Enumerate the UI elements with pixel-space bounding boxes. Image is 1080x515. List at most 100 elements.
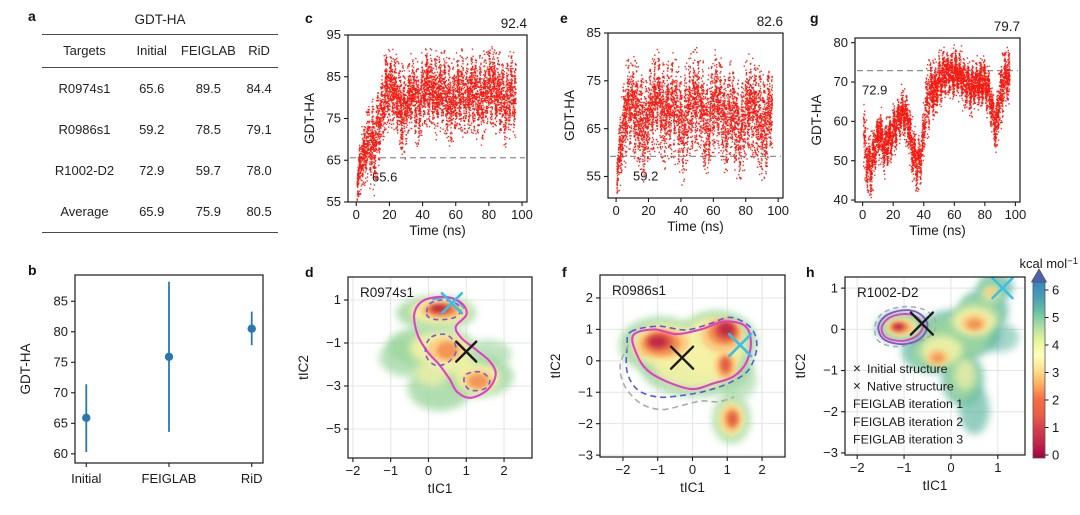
y-tick-label: −1 bbox=[823, 363, 838, 378]
panel-letter-e: e bbox=[560, 10, 568, 26]
col-header-targets: Targets bbox=[42, 35, 127, 68]
table-header-row: Targets Initial FEIGLAB RiD bbox=[42, 35, 278, 68]
iteration-contour bbox=[463, 370, 491, 392]
legend-marker: × bbox=[853, 361, 861, 376]
cell-target: R0986s1 bbox=[58, 122, 111, 137]
colorbar-tick-label: 4 bbox=[1052, 338, 1059, 353]
max-gdtha-annotation: 92.4 bbox=[501, 16, 528, 31]
colorbar-unit-label: kcal mol−1 bbox=[1019, 256, 1078, 271]
col-header-rid: RiD bbox=[240, 35, 278, 68]
density-blob bbox=[721, 357, 730, 372]
iteration-contour bbox=[631, 320, 752, 391]
y-tick-label: −1 bbox=[578, 384, 593, 399]
legend-entry: FEIGLAB iteration 3 bbox=[853, 432, 963, 446]
panel-h-free-energy-landscape: 1 0 −1 −2 −3 −2 −1 0 1 tIC1 tIC2 R1002-D2 × Initial s… bbox=[793, 276, 1026, 493]
y-tick-label: 1 bbox=[334, 292, 341, 307]
mean-marker bbox=[247, 324, 256, 333]
y-axis-label: GDT-HA bbox=[562, 90, 577, 141]
target-label: R0986s1 bbox=[612, 283, 666, 298]
panel-b-errorbar-plot: 60 65 70 75 80 85 Initial FEIGLAB RiD GDT-HA bbox=[18, 274, 264, 486]
cell-value: 84.4 bbox=[246, 81, 272, 96]
colorbar-over-arrow bbox=[1030, 268, 1048, 283]
x-tick-label: 40 bbox=[674, 203, 688, 218]
x-tick-label: 0 bbox=[353, 207, 360, 222]
x-axis-label: tIC1 bbox=[923, 478, 948, 493]
cell-value: 89.5 bbox=[195, 81, 222, 96]
panel-d-free-energy-landscape: 1 −1 −3 −5 −2 −1 0 1 2 tIC1 tIC2 R0974s1 bbox=[296, 276, 533, 496]
legend-marker: × bbox=[853, 379, 861, 394]
y-tick-label: 75 bbox=[54, 354, 68, 369]
panel-letter-a: a bbox=[28, 8, 36, 24]
x-tick-label: 80 bbox=[482, 207, 496, 222]
density-blobs bbox=[379, 295, 514, 411]
max-gdtha-annotation: 82.6 bbox=[757, 14, 783, 29]
colorbar-tick-label: 6 bbox=[1052, 283, 1059, 298]
x-tick-label: 20 bbox=[382, 207, 396, 222]
x-tick-label: −1 bbox=[383, 463, 398, 478]
target-label: R1002-D2 bbox=[857, 285, 919, 300]
x-axis-label: tIC1 bbox=[428, 481, 453, 496]
y-tick-label: 85 bbox=[54, 293, 68, 308]
y-tick-label: −3 bbox=[326, 378, 341, 393]
cell-value: 72.9 bbox=[139, 163, 165, 178]
colorbar-tick-label: 2 bbox=[1052, 393, 1059, 408]
density-blob bbox=[966, 319, 982, 330]
x-tick-label: −1 bbox=[650, 462, 665, 477]
axes-box bbox=[347, 276, 533, 459]
y-axis-label: tIC2 bbox=[793, 354, 808, 379]
cell-target: Average bbox=[60, 204, 109, 219]
y-tick-label: 80 bbox=[834, 35, 848, 50]
y-tick-label: 60 bbox=[834, 114, 848, 129]
y-tick-label: −1 bbox=[326, 335, 341, 350]
y-axis-label: GDT-HA bbox=[302, 93, 317, 144]
y-tick-label: 40 bbox=[834, 192, 848, 207]
y-tick-label: −5 bbox=[326, 421, 341, 436]
md-scatter-canvas-R0974s1 bbox=[349, 36, 526, 201]
x-marker bbox=[669, 345, 695, 370]
axes-box bbox=[854, 37, 1021, 203]
y-tick-label: −3 bbox=[823, 445, 838, 460]
cell-value: 75.9 bbox=[195, 204, 222, 219]
panel-letter-c: c bbox=[305, 10, 313, 26]
y-tick-label: 65 bbox=[54, 416, 68, 431]
y-tick-label: 70 bbox=[834, 74, 848, 89]
y-tick-label: 65 bbox=[327, 152, 341, 167]
x-tick-label: 0 bbox=[947, 460, 954, 475]
iteration-contour bbox=[873, 305, 937, 348]
iteration-contour bbox=[877, 309, 929, 346]
table-row: Average 65.9 75.9 80.5 bbox=[42, 191, 278, 233]
density-blob bbox=[468, 374, 489, 389]
x-tick-label: 0 bbox=[689, 462, 696, 477]
density-blob bbox=[728, 412, 737, 426]
y-tick-label: 65 bbox=[587, 121, 601, 136]
x-tick-label: 80 bbox=[978, 207, 992, 222]
x-tick-label: 2 bbox=[500, 463, 507, 478]
density-blob bbox=[954, 358, 976, 391]
density-blob bbox=[892, 323, 905, 331]
y-tick-label: 80 bbox=[54, 324, 68, 339]
x-tick-label: −2 bbox=[345, 463, 360, 478]
y-tick-label: 50 bbox=[834, 153, 848, 168]
x-marker bbox=[727, 332, 753, 358]
y-tick-label: 95 bbox=[327, 27, 341, 42]
x-tick-label: 0 bbox=[859, 207, 866, 222]
landscape-legend: × Initial structure × Native structure FEIGL… bbox=[853, 361, 963, 446]
panel-letter-h: h bbox=[806, 264, 815, 280]
category-label: Initial bbox=[71, 471, 101, 486]
y-axis-label: tIC2 bbox=[296, 355, 311, 380]
x-tick-label: 100 bbox=[767, 203, 789, 218]
iteration-contour bbox=[619, 344, 735, 411]
x-tick-label: 20 bbox=[886, 207, 900, 222]
x-marker bbox=[909, 311, 935, 336]
iteration-contour bbox=[625, 316, 758, 399]
y-tick-label: 55 bbox=[327, 194, 341, 209]
legend-entry: FEIGLAB iteration 1 bbox=[853, 397, 963, 411]
colorbar-tick-label: 3 bbox=[1052, 365, 1059, 380]
y-axis-label: tIC2 bbox=[548, 354, 563, 379]
x-tick-label: 100 bbox=[1005, 207, 1027, 222]
table-title: GDT-HA bbox=[42, 12, 278, 35]
colorbar-gradient bbox=[1032, 281, 1046, 459]
cell-value: 78.0 bbox=[246, 163, 272, 178]
x-tick-label: 60 bbox=[706, 203, 720, 218]
x-tick-label: 100 bbox=[511, 207, 533, 222]
